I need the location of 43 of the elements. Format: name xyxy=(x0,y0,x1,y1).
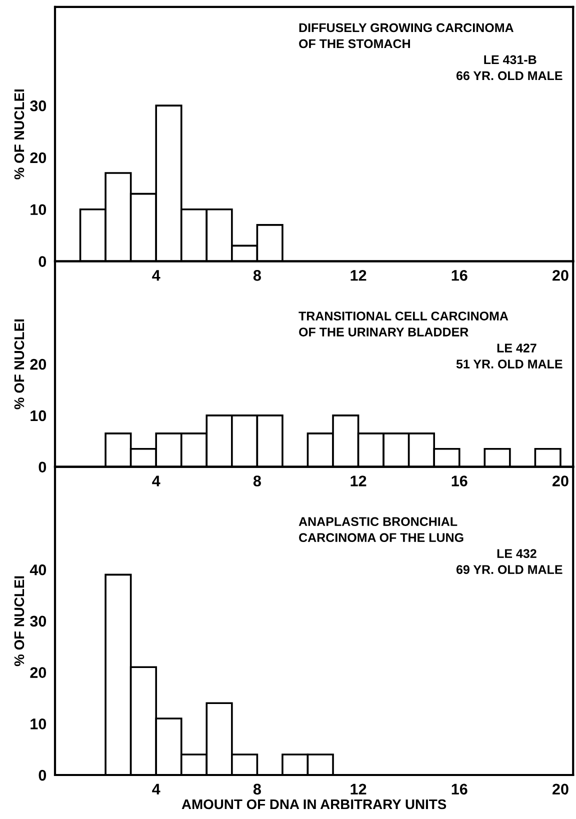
y-tick-label: 10 xyxy=(30,718,46,730)
annotation: LE 432 xyxy=(497,549,536,558)
x-tick-label: 20 xyxy=(552,784,568,795)
annotation: LE 427 xyxy=(497,344,536,352)
y-axis-title: % OF NUCLEI xyxy=(14,319,24,410)
annotation: 66 YR. OLD MALE xyxy=(456,71,562,80)
x-tick-label: 4 xyxy=(152,784,160,794)
annotation: 69 YR. OLD MALE xyxy=(456,565,562,574)
annotation: OF THE STOMACH xyxy=(299,39,410,48)
annotation: LE 431-B xyxy=(484,55,536,64)
x-tick-label: 8 xyxy=(253,270,261,281)
x-tick-label: 4 xyxy=(152,476,160,486)
y-tick-label: 30 xyxy=(30,616,46,627)
x-tick-label: 20 xyxy=(552,476,568,486)
annotation: OF THE URINARY BLADDER xyxy=(299,328,468,336)
y-tick-label: 20 xyxy=(30,358,46,370)
x-tick-label: 12 xyxy=(350,784,366,794)
x-tick-label: 16 xyxy=(452,476,468,486)
x-tick-label: 12 xyxy=(350,476,366,486)
y-tick-label: 30 xyxy=(30,100,46,112)
x-tick-label: 8 xyxy=(253,784,261,795)
y-tick-label: 10 xyxy=(30,204,46,216)
annotation: ANAPLASTIC BRONCHIAL xyxy=(298,517,458,526)
x-tick-label: 16 xyxy=(452,784,468,795)
x-axis-title: AMOUNT OF DNA IN ARBITRARY UNITS xyxy=(182,799,446,810)
annotation: 51 YR. OLD MALE xyxy=(456,360,562,368)
y-tick-label: 40 xyxy=(30,564,46,576)
x-tick-label: 20 xyxy=(552,270,568,281)
y-axis-title: % OF NUCLEI xyxy=(14,90,24,180)
y-tick-label: 10 xyxy=(30,410,46,422)
x-tick-label: 12 xyxy=(350,270,366,281)
x-tick-label: 8 xyxy=(253,476,261,486)
y-tick-label: 20 xyxy=(30,152,46,164)
y-tick-label: 0 xyxy=(38,770,46,781)
annotation: CARCINOMA OF THE LUNG xyxy=(299,533,464,542)
x-tick-label: 16 xyxy=(452,270,468,281)
y-tick-label: 0 xyxy=(38,256,46,267)
annotation: TRANSITIONAL CELL CARCINOMA xyxy=(298,312,508,320)
annotation: DIFFUSELY GROWING CARCINOMA xyxy=(299,23,514,32)
y-axis-title: % OF NUCLEI xyxy=(14,576,24,666)
x-tick-label: 4 xyxy=(152,270,160,281)
y-tick-label: 0 xyxy=(38,462,46,473)
y-tick-label: 20 xyxy=(30,667,46,678)
